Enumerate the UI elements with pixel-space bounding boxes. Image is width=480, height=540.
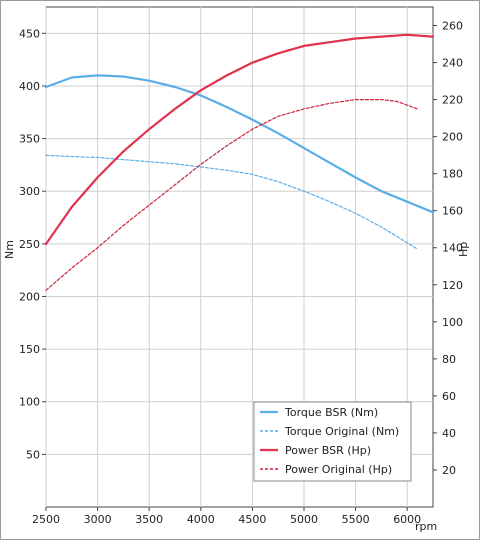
legend-label: Torque Original (Nm) [284,425,399,438]
series-line-torque-original-nm [45,154,419,250]
legend-box [253,401,412,482]
y-right-tick-label: 100 [442,316,463,329]
legend-label: Power BSR (Hp) [285,444,371,457]
x-tick-label: 6000 [393,513,421,526]
x-tick-label: 3000 [84,513,112,526]
x-axis-title: rpm [415,520,437,533]
y-axis-left-title: Nm [3,240,16,259]
y-right-tick-label: 240 [442,57,463,70]
y-right-tick-label: 180 [442,168,463,181]
x-tick-label: 5500 [342,513,370,526]
series-layer [44,33,435,291]
y-right-tick-label: 20 [442,464,456,477]
x-tick-label: 2500 [32,513,60,526]
legend-label: Torque BSR (Nm) [284,406,378,419]
y-right-tick-label: 140 [442,242,463,255]
y-left-tick-label: 250 [19,238,40,251]
y-left-tick-label: 300 [19,185,40,198]
series-line-torque-bsr-nm [44,74,435,214]
y-left-tick-label: 150 [19,343,40,356]
y-right-tick-label: 160 [442,205,463,218]
x-tick-label: 4500 [238,513,266,526]
series-line-power-original-hp [45,99,419,291]
y-right-tick-label: 260 [442,20,463,33]
y-axis-right-title: Hp [457,242,470,257]
legend: Torque BSR (Nm) Torque Original (Nm) Power… [253,401,412,482]
y-left-tick-label: 50 [26,448,40,461]
x-tick-label: 5000 [290,513,318,526]
y-right-tick-label: 120 [442,279,463,292]
y-left-tick-label: 350 [19,133,40,146]
y-right-tick-label: 220 [442,94,463,107]
y-left-tick-label: 200 [19,290,40,303]
y-right-tick-label: 80 [442,353,456,366]
series-line-power-bsr-hp [44,33,435,246]
x-tick-label: 4000 [187,513,215,526]
y-left-tick-label: 450 [19,27,40,40]
legend-label: Power Original (Hp) [285,463,392,476]
axes-layer: 50 100 150 200 250 300 350 400 450 20 40 60 80 100 120… [19,20,463,526]
y-left-tick-label: 100 [19,396,40,409]
y-left-tick-label: 400 [19,80,40,93]
y-right-tick-label: 40 [442,427,456,440]
y-right-tick-label: 200 [442,131,463,144]
x-tick-label: 3500 [135,513,163,526]
y-right-tick-label: 60 [442,390,456,403]
